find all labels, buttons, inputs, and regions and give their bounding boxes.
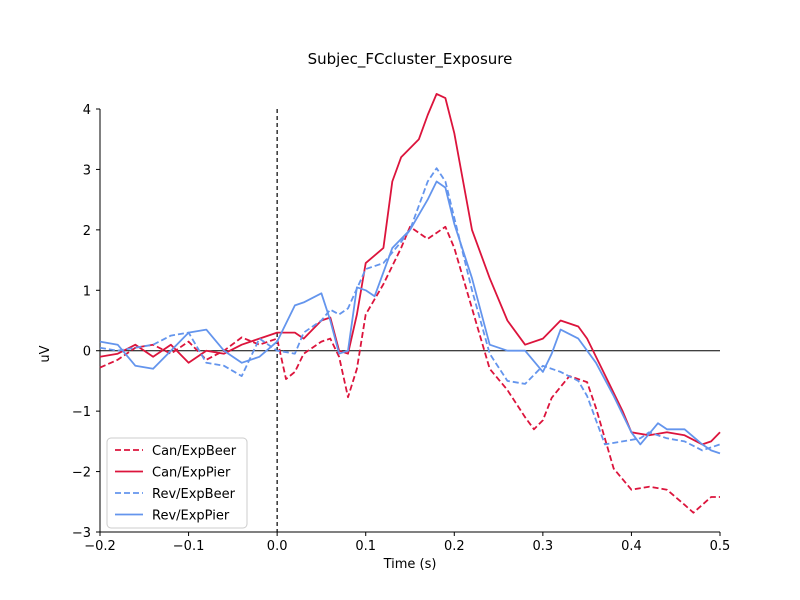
legend-label-can-expbeer: Can/ExpBeer	[152, 444, 237, 459]
y-tick-label: 3	[83, 163, 91, 178]
x-ticks: −0.2 −0.1 0.0 0.1 0.2 0.3 0.4 0.5	[84, 532, 730, 554]
x-tick-label: −0.1	[173, 539, 205, 554]
series-line-can-expbeer	[99, 225, 720, 514]
series-line-can-exppier	[99, 93, 721, 446]
series-line-rev-expbeer	[99, 167, 721, 452]
series-line-rev-exppier	[99, 180, 721, 455]
y-tick-label: 2	[83, 224, 91, 239]
legend-frame	[106, 437, 248, 529]
plot-axes	[99, 109, 720, 533]
series-layer	[99, 93, 721, 514]
y-tick-label: −1	[72, 405, 91, 420]
x-axis-label: Time (s)	[383, 557, 437, 572]
x-tick-label: 0.5	[710, 539, 731, 554]
chart-title: Subjec_FCcluster_Exposure	[308, 50, 513, 69]
legend: Can/ExpBeer Can/ExpPier Rev/ExpBeer Rev/Exp…	[106, 437, 248, 529]
legend-label-can-exppier: Can/ExpPier	[152, 466, 231, 481]
legend-items: Can/ExpBeer Can/ExpPier Rev/ExpBeer Rev/Exp…	[115, 444, 237, 524]
y-tick-label: −3	[72, 526, 91, 541]
x-tick-label: 0.2	[444, 539, 465, 554]
y-tick-label: 4	[83, 103, 91, 118]
y-ticks: −3 −2 −1 0 1 2 3 4	[72, 103, 100, 541]
legend-label-rev-exppier: Rev/ExpPier	[152, 509, 230, 524]
x-tick-label: 0.3	[533, 539, 554, 554]
x-tick-label: 0.0	[267, 539, 288, 554]
y-tick-label: −2	[72, 466, 91, 481]
x-tick-label: 0.4	[621, 539, 642, 554]
x-tick-label: 0.1	[355, 539, 376, 554]
y-tick-label: 0	[83, 345, 91, 360]
y-axis-label: uV	[38, 345, 53, 362]
x-tick-label: −0.2	[84, 539, 116, 554]
y-tick-label: 1	[83, 284, 91, 299]
legend-label-rev-expbeer: Rev/ExpBeer	[152, 487, 236, 502]
